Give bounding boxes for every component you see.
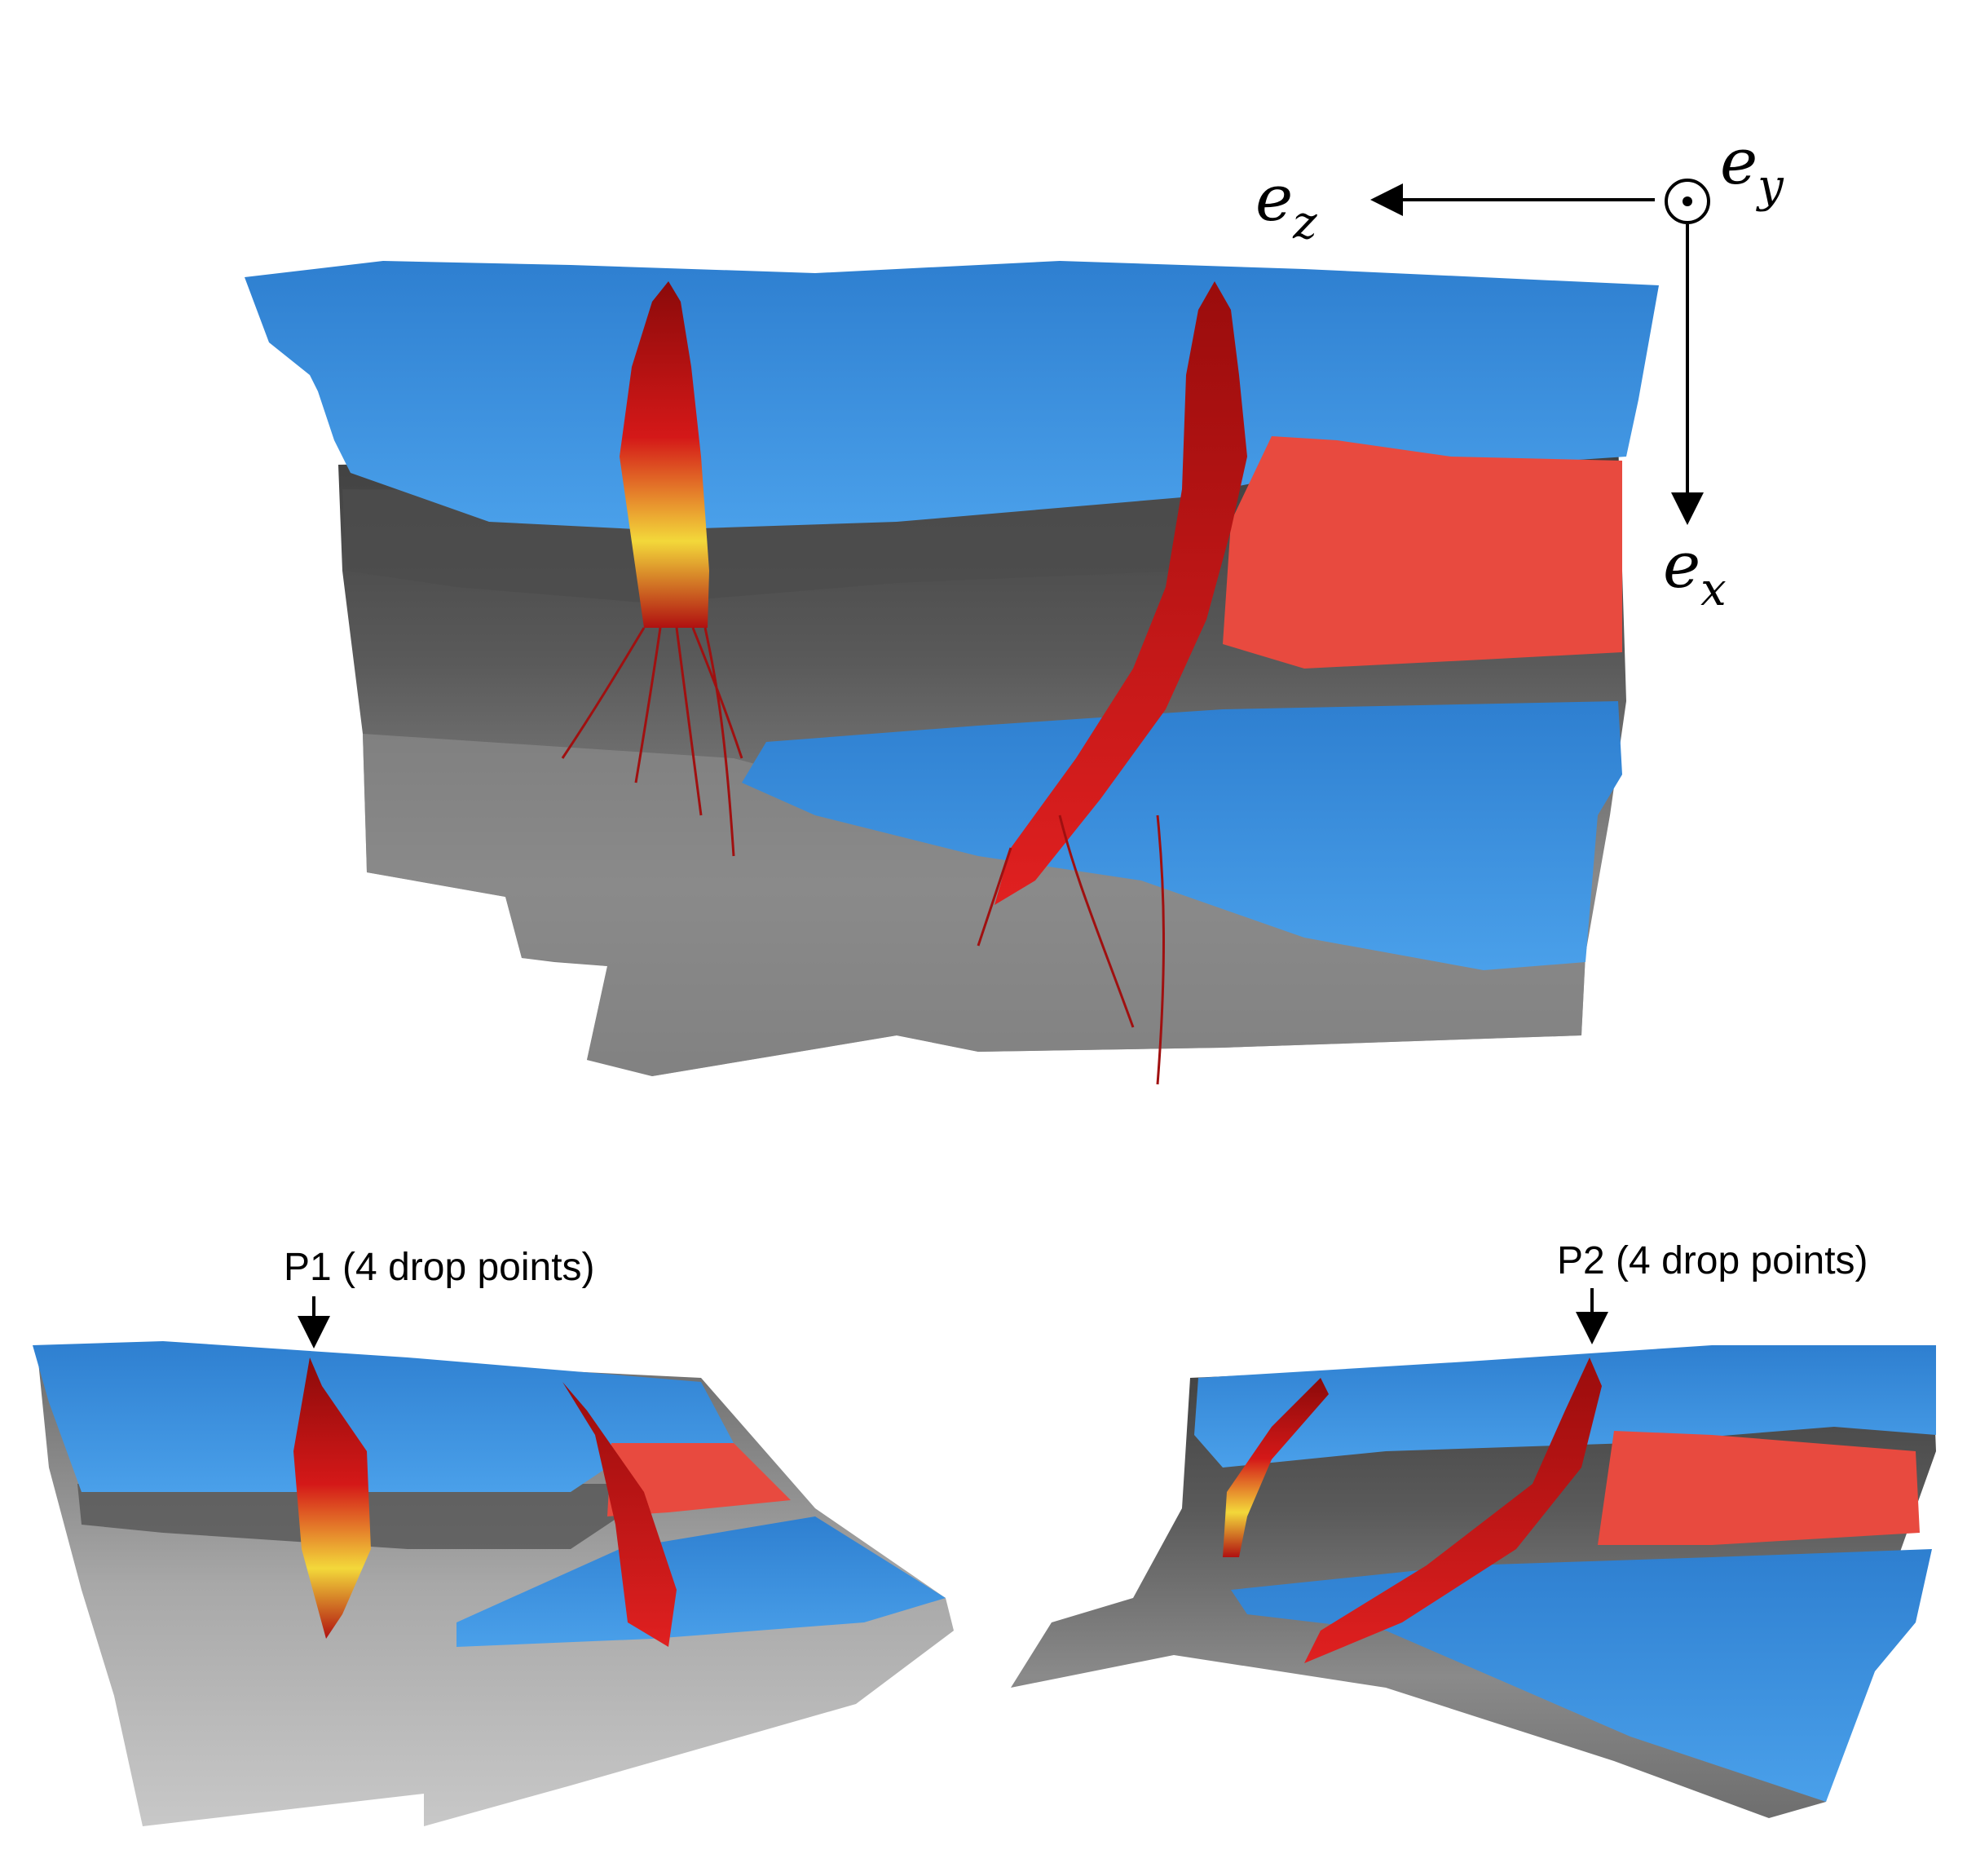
top-view [245,261,1659,1085]
plume-p2-right [1304,1357,1602,1663]
plume-p2-left [562,1382,677,1647]
annotation-p2: P2 (4 drop points) [1557,1239,1868,1344]
right-perspective-view [1011,1345,1936,1818]
upper-water-left [33,1341,734,1492]
p1-label: P1 (4 drop points) [284,1246,595,1289]
ey-label: ey [1720,126,1784,213]
lower-water-layer [742,701,1622,970]
source-region-right [1598,1431,1920,1545]
p2-label: P2 (4 drop points) [1557,1239,1868,1282]
lower-rock [363,734,1586,1076]
plume-p1-left [293,1357,371,1639]
upper-water-right [1194,1345,1936,1468]
ez-label: ez [1255,162,1317,249]
source-region-left [607,1443,791,1516]
left-perspective-view [33,1341,954,1826]
ey-dot [1683,196,1692,206]
ex-label: ex [1663,529,1727,616]
plume-p2-top [977,281,1247,1085]
lower-water-left [456,1516,946,1647]
plume-p1-right [1223,1378,1329,1557]
source-region [1223,436,1622,669]
annotation-p1: P1 (4 drop points) [284,1246,595,1349]
axes-triad: ez ey ex [1255,126,1784,616]
plume-p1-top [561,281,743,857]
